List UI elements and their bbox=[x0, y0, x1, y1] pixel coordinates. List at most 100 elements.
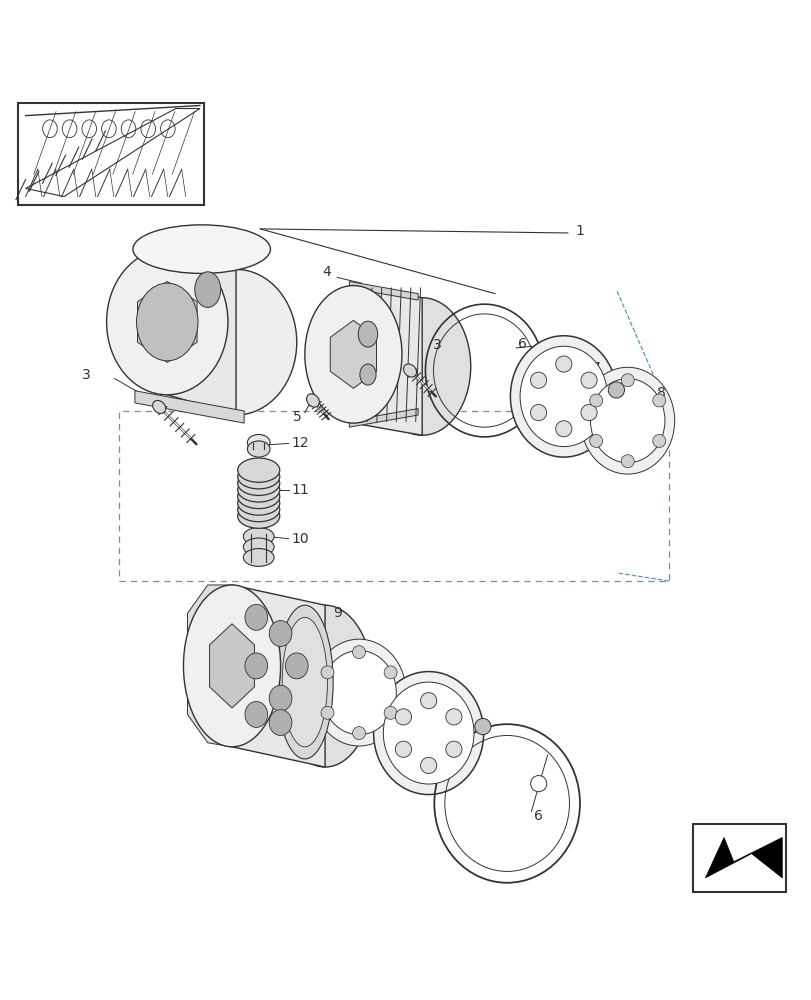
Ellipse shape bbox=[358, 321, 377, 347]
Text: 8: 8 bbox=[310, 650, 319, 664]
Ellipse shape bbox=[238, 465, 280, 489]
Polygon shape bbox=[209, 624, 254, 708]
Ellipse shape bbox=[384, 706, 397, 719]
Bar bbox=[18, 103, 204, 205]
Ellipse shape bbox=[183, 585, 281, 747]
Text: 4: 4 bbox=[323, 265, 331, 279]
Text: 3: 3 bbox=[82, 368, 91, 382]
Polygon shape bbox=[587, 369, 667, 472]
Ellipse shape bbox=[269, 621, 291, 646]
Ellipse shape bbox=[321, 651, 396, 735]
Polygon shape bbox=[705, 837, 781, 878]
Ellipse shape bbox=[652, 434, 665, 447]
Ellipse shape bbox=[245, 653, 268, 679]
Ellipse shape bbox=[285, 653, 307, 679]
Ellipse shape bbox=[530, 372, 546, 388]
Ellipse shape bbox=[359, 364, 375, 385]
Ellipse shape bbox=[243, 528, 274, 545]
Ellipse shape bbox=[304, 286, 401, 423]
Ellipse shape bbox=[589, 434, 602, 447]
Ellipse shape bbox=[589, 394, 602, 407]
Polygon shape bbox=[353, 286, 422, 435]
Ellipse shape bbox=[352, 727, 365, 740]
Ellipse shape bbox=[106, 249, 228, 395]
Ellipse shape bbox=[373, 298, 470, 435]
Ellipse shape bbox=[520, 346, 607, 447]
Ellipse shape bbox=[152, 400, 165, 413]
Ellipse shape bbox=[243, 538, 274, 556]
Ellipse shape bbox=[383, 682, 474, 784]
Text: 3: 3 bbox=[432, 338, 441, 352]
Ellipse shape bbox=[245, 701, 268, 727]
Ellipse shape bbox=[238, 504, 280, 528]
Ellipse shape bbox=[607, 382, 624, 398]
Polygon shape bbox=[135, 391, 244, 423]
Ellipse shape bbox=[445, 741, 461, 757]
Text: 7: 7 bbox=[591, 361, 600, 375]
Ellipse shape bbox=[373, 672, 483, 795]
Ellipse shape bbox=[238, 458, 280, 482]
Ellipse shape bbox=[530, 405, 546, 421]
Ellipse shape bbox=[555, 356, 571, 372]
Ellipse shape bbox=[269, 710, 291, 735]
Polygon shape bbox=[330, 320, 376, 388]
Ellipse shape bbox=[245, 604, 268, 630]
Polygon shape bbox=[349, 409, 418, 427]
Ellipse shape bbox=[277, 605, 373, 767]
Ellipse shape bbox=[136, 283, 198, 361]
Text: 2: 2 bbox=[194, 237, 203, 251]
Ellipse shape bbox=[403, 364, 416, 377]
Polygon shape bbox=[349, 282, 418, 300]
Ellipse shape bbox=[580, 372, 596, 388]
Ellipse shape bbox=[282, 617, 327, 747]
Ellipse shape bbox=[580, 367, 674, 474]
Ellipse shape bbox=[247, 441, 270, 457]
Text: 10: 10 bbox=[290, 532, 308, 546]
Ellipse shape bbox=[247, 434, 270, 451]
Ellipse shape bbox=[243, 549, 274, 566]
Ellipse shape bbox=[474, 718, 491, 735]
Ellipse shape bbox=[307, 394, 319, 407]
Polygon shape bbox=[319, 641, 398, 744]
Ellipse shape bbox=[320, 706, 333, 719]
Text: 5: 5 bbox=[292, 410, 301, 424]
Text: 9: 9 bbox=[333, 606, 341, 620]
Ellipse shape bbox=[195, 272, 221, 307]
Ellipse shape bbox=[352, 646, 365, 659]
Ellipse shape bbox=[510, 336, 616, 457]
Polygon shape bbox=[167, 249, 236, 415]
Ellipse shape bbox=[555, 421, 571, 437]
Text: 11: 11 bbox=[290, 483, 308, 497]
Text: 7: 7 bbox=[414, 758, 422, 772]
Ellipse shape bbox=[277, 605, 333, 759]
Ellipse shape bbox=[238, 484, 280, 509]
Text: 6: 6 bbox=[533, 809, 542, 823]
Ellipse shape bbox=[420, 693, 436, 709]
Ellipse shape bbox=[395, 709, 411, 725]
Text: 8: 8 bbox=[656, 386, 665, 400]
Ellipse shape bbox=[620, 374, 633, 387]
Polygon shape bbox=[232, 585, 324, 767]
Ellipse shape bbox=[420, 757, 436, 774]
Ellipse shape bbox=[238, 478, 280, 502]
Ellipse shape bbox=[238, 491, 280, 515]
Polygon shape bbox=[187, 585, 232, 747]
Ellipse shape bbox=[384, 666, 397, 679]
Ellipse shape bbox=[175, 269, 296, 415]
Ellipse shape bbox=[133, 225, 270, 273]
Ellipse shape bbox=[238, 471, 280, 495]
Polygon shape bbox=[137, 282, 197, 362]
Text: 12: 12 bbox=[290, 436, 308, 450]
Text: 1: 1 bbox=[575, 224, 584, 238]
Ellipse shape bbox=[580, 405, 596, 421]
Ellipse shape bbox=[590, 379, 664, 463]
Ellipse shape bbox=[238, 497, 280, 522]
Ellipse shape bbox=[620, 455, 633, 468]
Ellipse shape bbox=[652, 394, 665, 407]
Ellipse shape bbox=[530, 776, 546, 792]
Ellipse shape bbox=[320, 666, 333, 679]
Ellipse shape bbox=[269, 685, 291, 711]
Ellipse shape bbox=[311, 639, 406, 746]
Ellipse shape bbox=[395, 741, 411, 757]
Bar bbox=[693, 824, 785, 892]
